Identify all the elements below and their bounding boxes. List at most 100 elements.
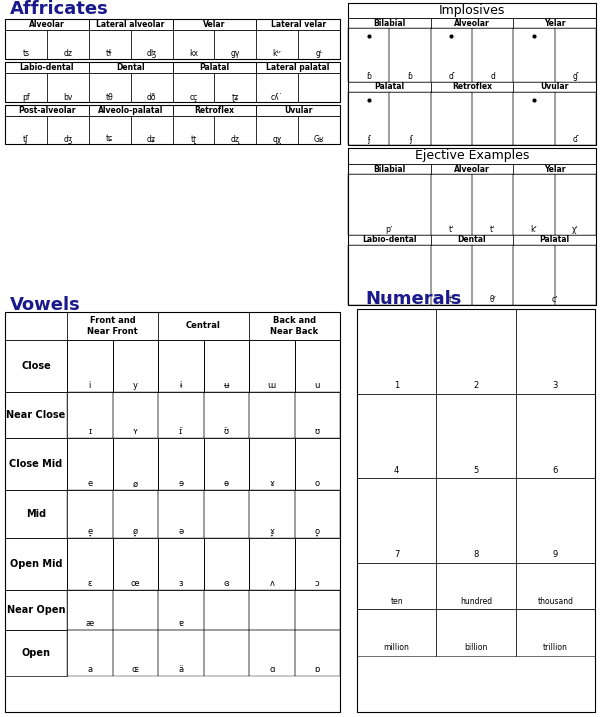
Bar <box>5 630 67 676</box>
Text: dʐ: dʐ <box>231 135 240 143</box>
Text: Palatal: Palatal <box>374 82 404 91</box>
Text: ʉ: ʉ <box>224 381 229 391</box>
Text: Gʁ: Gʁ <box>314 135 325 143</box>
Text: 5: 5 <box>473 466 479 475</box>
Bar <box>214 73 256 102</box>
Bar <box>348 244 431 305</box>
Text: θʼ: θʼ <box>489 295 496 305</box>
Bar <box>173 19 256 30</box>
Bar <box>5 116 47 144</box>
Text: y: y <box>133 381 138 391</box>
Bar <box>514 28 554 82</box>
Bar <box>357 478 436 563</box>
Text: ɤ: ɤ <box>269 480 274 488</box>
Text: Palatal: Palatal <box>539 235 570 244</box>
Text: Central: Central <box>186 321 221 331</box>
Text: Lateral alveolar: Lateral alveolar <box>97 20 165 29</box>
Text: ɶ: ɶ <box>131 665 139 675</box>
Bar <box>298 116 340 144</box>
Text: ʌ: ʌ <box>269 579 274 589</box>
Bar <box>357 309 436 394</box>
Bar <box>203 392 249 438</box>
Bar <box>5 312 340 712</box>
Bar <box>436 309 515 394</box>
Text: Alveolar: Alveolar <box>29 20 65 29</box>
Bar <box>158 538 203 590</box>
Bar <box>554 92 596 145</box>
Text: ə: ə <box>178 528 184 536</box>
Text: Numerals: Numerals <box>365 290 461 308</box>
Bar <box>472 244 514 305</box>
Bar <box>173 73 214 102</box>
Text: ts: ts <box>22 49 29 59</box>
Bar <box>203 630 249 676</box>
Text: 9: 9 <box>553 551 558 559</box>
Bar <box>436 478 515 563</box>
Text: Alveolar: Alveolar <box>454 164 490 174</box>
Text: æ: æ <box>86 619 94 629</box>
Bar <box>515 609 595 655</box>
Text: qχ: qχ <box>272 135 282 143</box>
Text: ɯ: ɯ <box>268 381 276 391</box>
Bar <box>514 244 554 305</box>
Bar <box>203 340 249 392</box>
Text: kx: kx <box>189 49 198 59</box>
Bar <box>514 164 596 174</box>
Text: d: d <box>490 72 495 81</box>
Bar <box>256 105 340 116</box>
Text: ø: ø <box>133 480 138 488</box>
Text: 1: 1 <box>394 381 399 390</box>
Bar <box>348 82 431 92</box>
Text: Ejective Examples: Ejective Examples <box>415 150 529 163</box>
Bar <box>436 563 515 609</box>
Bar <box>256 73 298 102</box>
Text: tʃ: tʃ <box>23 135 29 143</box>
Text: ʈʑ: ʈʑ <box>232 92 239 102</box>
Text: Open: Open <box>22 648 50 658</box>
Bar <box>131 30 173 59</box>
Bar <box>5 19 340 59</box>
Text: 3: 3 <box>553 381 558 390</box>
Bar <box>431 28 472 82</box>
Text: thousand: thousand <box>538 597 574 606</box>
Text: ɪ: ɪ <box>88 427 91 437</box>
Bar <box>514 18 596 28</box>
Text: ɵ: ɵ <box>224 480 229 488</box>
Text: ʏ: ʏ <box>133 427 138 437</box>
Bar <box>249 312 340 340</box>
Bar <box>348 234 431 244</box>
Bar <box>47 30 89 59</box>
Bar <box>554 244 596 305</box>
Bar <box>131 73 173 102</box>
Bar <box>249 392 295 438</box>
Bar <box>348 3 596 145</box>
Text: dʑ: dʑ <box>147 135 156 143</box>
Text: dz: dz <box>64 49 73 59</box>
Text: 7: 7 <box>394 551 400 559</box>
Text: Yelar: Yelar <box>544 19 565 27</box>
Text: ɗ: ɗ <box>449 72 454 81</box>
Text: Mid: Mid <box>26 509 46 519</box>
Text: o: o <box>314 480 320 488</box>
Bar <box>249 630 295 676</box>
Bar <box>5 392 67 438</box>
Text: cʼ: cʼ <box>551 295 558 305</box>
Bar <box>158 590 203 630</box>
Bar <box>357 609 436 655</box>
Bar <box>5 19 89 30</box>
Bar <box>389 28 431 82</box>
Text: ä: ä <box>178 665 184 675</box>
Bar <box>113 340 158 392</box>
Text: Near Open: Near Open <box>7 605 65 615</box>
Bar <box>249 590 295 630</box>
Bar <box>89 105 173 116</box>
Bar <box>89 73 131 102</box>
Bar <box>514 92 554 145</box>
Text: Vowels: Vowels <box>10 296 81 314</box>
Text: o̞: o̞ <box>314 528 320 536</box>
Bar <box>5 62 89 73</box>
Text: kᴸʳ: kᴸʳ <box>272 49 281 59</box>
Bar <box>295 490 340 538</box>
Bar <box>436 609 515 655</box>
Text: ɨ: ɨ <box>179 381 182 391</box>
